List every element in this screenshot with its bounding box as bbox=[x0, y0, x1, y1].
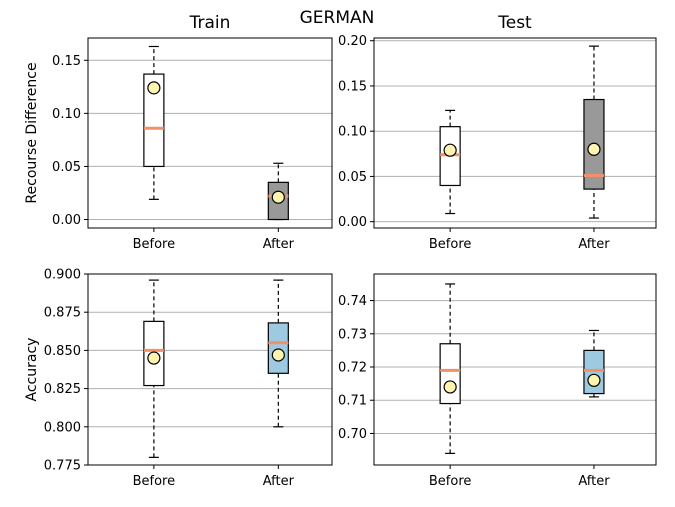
y-tick-label: 0.15 bbox=[338, 79, 367, 94]
box-before bbox=[439, 283, 461, 454]
y-tick-label: 0.850 bbox=[44, 344, 81, 359]
mean-marker bbox=[443, 380, 457, 394]
y-tick-label: 0.72 bbox=[338, 361, 367, 376]
axes-frame bbox=[87, 273, 333, 466]
y-tick-label: 0.10 bbox=[338, 125, 367, 140]
axes-frame bbox=[373, 37, 657, 229]
x-tick-label: Before bbox=[133, 237, 176, 252]
box-after bbox=[583, 45, 605, 219]
mean-marker bbox=[147, 351, 161, 365]
axes-frame bbox=[373, 273, 657, 466]
mean-marker bbox=[147, 81, 161, 95]
y-tick-label: 0.15 bbox=[52, 54, 81, 69]
box-after bbox=[267, 162, 289, 221]
box-iqr bbox=[439, 343, 461, 405]
y-tick-label: 0.800 bbox=[44, 420, 81, 435]
axes-frame bbox=[87, 37, 333, 229]
box-before bbox=[143, 279, 165, 458]
mean-marker bbox=[443, 143, 457, 157]
y-tick-label: 0.00 bbox=[52, 213, 81, 228]
box-iqr bbox=[143, 73, 165, 168]
panel-test-recourse: 0.00 0.05 0.10 0.15 0.20 Before After Test bbox=[338, 13, 657, 252]
y-tick-label: 0.70 bbox=[338, 427, 367, 442]
panel-title: Train bbox=[189, 13, 231, 33]
figure-title: GERMAN bbox=[300, 8, 375, 28]
y-tick-label: 0.10 bbox=[52, 107, 81, 122]
y-tick-label: 0.73 bbox=[338, 327, 367, 342]
x-tick-label: Before bbox=[429, 474, 472, 489]
y-tick-label: 0.71 bbox=[338, 394, 367, 409]
panel-train-recourse: 0.00 0.05 0.10 0.15 Before After Train Recourse… bbox=[24, 13, 333, 252]
x-tick-label: Before bbox=[429, 237, 472, 252]
x-tick-label: After bbox=[578, 237, 610, 252]
box-iqr bbox=[583, 349, 605, 395]
x-tick-label: Before bbox=[133, 474, 176, 489]
x-tick-label: After bbox=[578, 474, 610, 489]
y-tick-label: 0.00 bbox=[338, 215, 367, 230]
y-tick-label: 0.775 bbox=[44, 459, 81, 474]
box-before bbox=[439, 109, 461, 215]
y-tick-label: 0.900 bbox=[44, 268, 81, 283]
mean-marker bbox=[271, 190, 285, 204]
mean-marker bbox=[271, 348, 285, 362]
y-tick-label: 0.825 bbox=[44, 382, 81, 397]
panel-train-accuracy: 0.775 0.800 0.825 0.850 0.875 0.900 Before Afte… bbox=[24, 268, 333, 489]
box-before bbox=[143, 45, 165, 200]
x-tick-label: After bbox=[263, 474, 295, 489]
y-tick-label: 0.05 bbox=[52, 160, 81, 175]
y-tick-label: 0.74 bbox=[338, 294, 367, 309]
box-after bbox=[583, 329, 605, 398]
x-tick-label: After bbox=[263, 237, 295, 252]
mean-marker bbox=[587, 142, 601, 156]
panel-test-accuracy: 0.70 0.71 0.72 0.73 0.74 Before After bbox=[338, 273, 657, 489]
y-tick-label: 0.05 bbox=[338, 170, 367, 185]
box-iqr bbox=[267, 322, 289, 374]
y-tick-label: 0.20 bbox=[338, 34, 367, 49]
y-axis-label: Recourse Difference bbox=[24, 62, 40, 203]
y-axis-label: Accuracy bbox=[24, 338, 40, 402]
panel-title: Test bbox=[497, 13, 532, 33]
y-tick-label: 0.875 bbox=[44, 306, 81, 321]
box-after bbox=[267, 279, 289, 428]
mean-marker bbox=[587, 373, 601, 387]
